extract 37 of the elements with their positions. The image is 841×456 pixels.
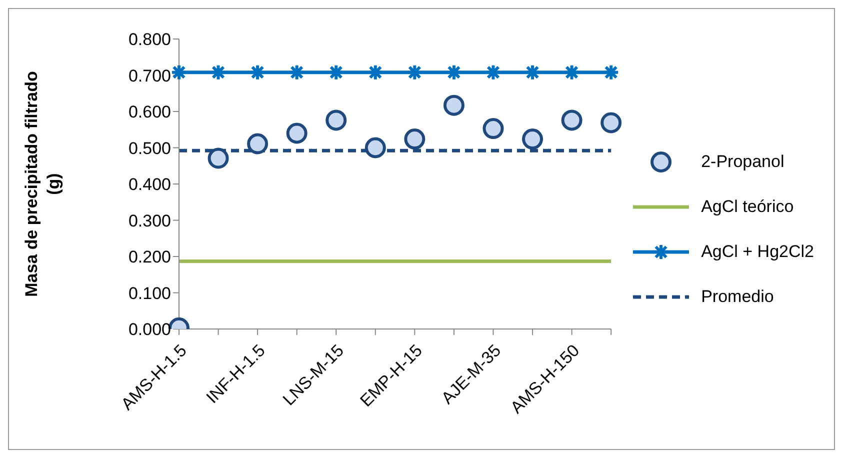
legend-label: Promedio: [701, 286, 774, 306]
point: [364, 137, 386, 158]
y-tick-label: 0.000: [128, 320, 171, 340]
point: [404, 128, 426, 150]
point: [524, 64, 542, 81]
point: [484, 64, 502, 81]
y-tick-label: 0.100: [128, 284, 171, 303]
point: [563, 64, 580, 81]
y-tick-label: 0.400: [128, 175, 171, 194]
point: [602, 64, 620, 81]
point: [406, 64, 424, 81]
point: [443, 94, 464, 116]
point: [208, 148, 229, 169]
point: [445, 64, 462, 81]
legend-label: AgCl teórico: [701, 196, 794, 216]
y-axis-title: Masa de precipitado filtrado (g): [22, 71, 63, 297]
y-tick-label: 0.800: [128, 30, 171, 50]
point: [210, 64, 227, 81]
y-tick-label: 0.700: [128, 66, 171, 86]
y-tick-label: 0.200: [128, 248, 171, 267]
y-tick-label: 0.500: [128, 138, 171, 158]
point: [249, 64, 266, 81]
point: [328, 64, 345, 81]
point: [286, 122, 308, 144]
legend-label: AgCl + Hg2Cl2: [701, 242, 814, 262]
point: [522, 128, 544, 150]
point: [366, 64, 384, 81]
legend-label: 2-Propanol: [701, 152, 784, 172]
point: [482, 118, 504, 140]
y-tick-label: 0.300: [128, 211, 171, 230]
point: [288, 64, 306, 81]
point: [326, 110, 347, 131]
y-tick-label: 0.600: [128, 102, 171, 122]
point: [600, 112, 622, 134]
point: [247, 133, 268, 154]
point: [170, 64, 188, 81]
point: [561, 110, 582, 131]
